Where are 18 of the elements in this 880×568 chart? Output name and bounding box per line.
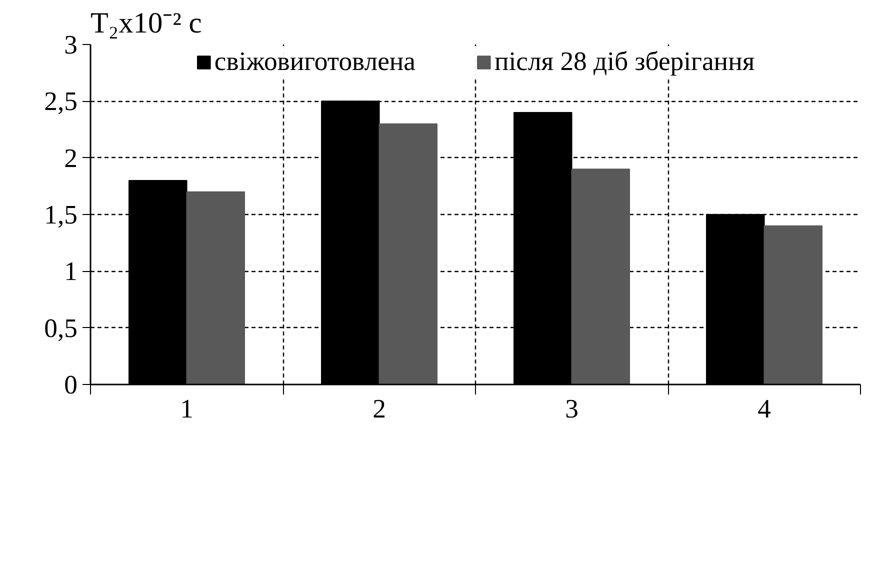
y-tick-label: 0,5 (44, 312, 78, 343)
bar (571, 168, 630, 384)
x-tick-label: 2 (372, 394, 386, 424)
y-tick-label: 2 (64, 142, 78, 173)
y-axis-title: T₂x10⁻² с (90, 8, 202, 40)
x-tick-label: 1 (180, 394, 194, 424)
x-tick-label: 3 (565, 394, 578, 424)
legend-label: свіжовиготовлена (214, 46, 416, 77)
y-tick-label: 2,5 (44, 86, 78, 116)
legend-label: після 28 діб зберігання (494, 46, 755, 77)
y-tick-label: 1,5 (44, 200, 78, 230)
y-tick-label: 0 (64, 370, 78, 400)
x-tick-label: 4 (758, 394, 771, 424)
y-tick-label: 1 (64, 256, 78, 286)
bar (378, 123, 438, 384)
y-tick-label: 3 (64, 30, 78, 60)
bar (764, 225, 822, 384)
bar (186, 191, 245, 384)
